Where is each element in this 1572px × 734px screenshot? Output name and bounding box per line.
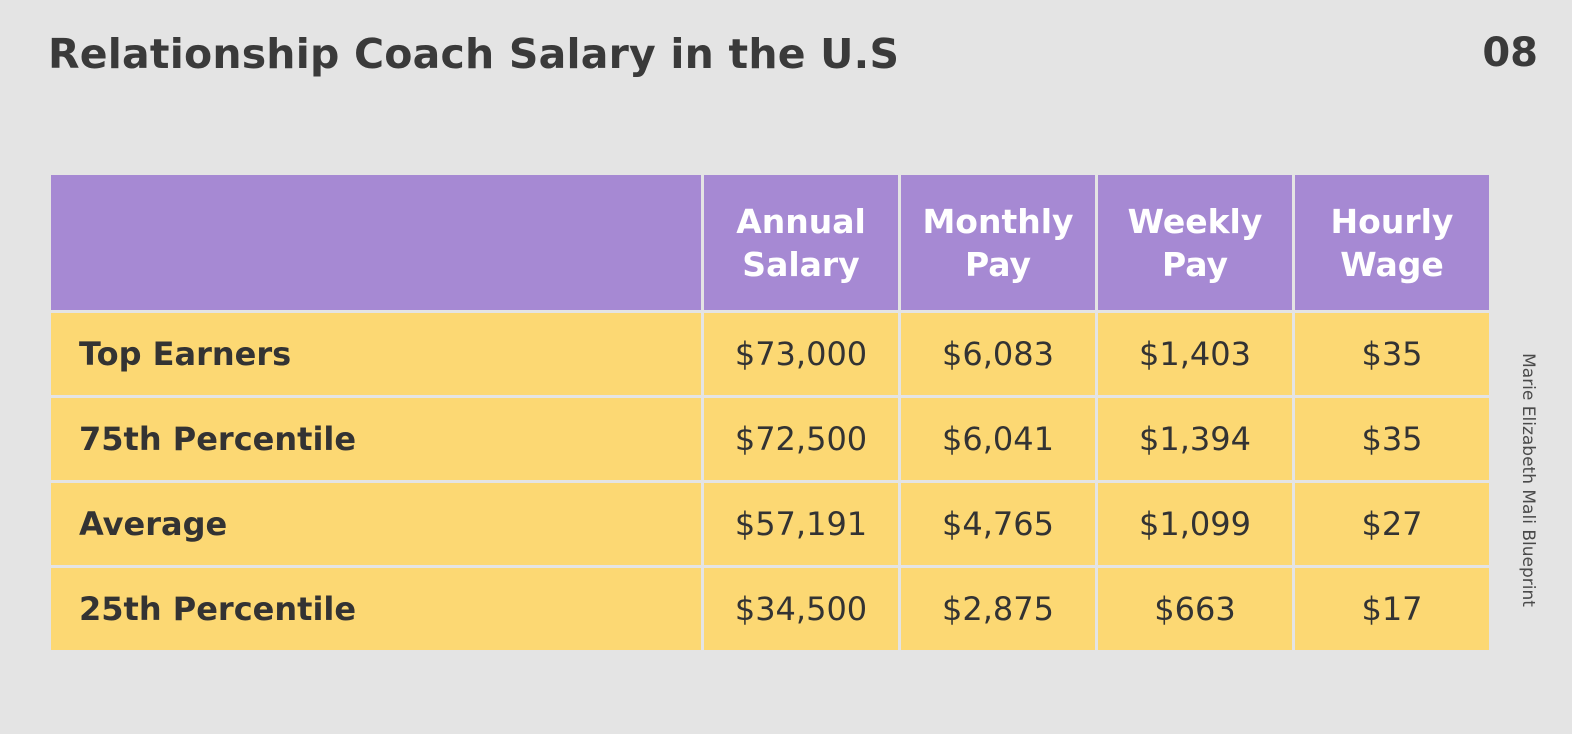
page-title: Relationship Coach Salary in the U.S [48,30,900,78]
salary-table: Annual Salary Monthly Pay Weekly Pay Hou… [48,172,1492,653]
header-monthly-pay: Monthly Pay [901,175,1095,310]
header-line: Pay [964,244,1032,284]
table-row: 75th Percentile $72,500 $6,041 $1,394 $3… [51,398,1489,480]
header-line: Wage [1340,244,1444,284]
cell-weekly-pay: $663 [1098,568,1292,650]
header-line: Pay [1161,244,1229,284]
header-line: Salary [742,244,860,284]
table-row: Average $57,191 $4,765 $1,099 $27 [51,483,1489,565]
cell-annual-salary: $72,500 [704,398,898,480]
cell-annual-salary: $34,500 [704,568,898,650]
header-line: Hourly [1330,201,1454,241]
cell-annual-salary: $73,000 [704,313,898,395]
table-row: Top Earners $73,000 $6,083 $1,403 $35 [51,313,1489,395]
row-label: Average [51,483,701,565]
cell-weekly-pay: $1,099 [1098,483,1292,565]
header-line: Weekly [1127,201,1263,241]
cell-weekly-pay: $1,403 [1098,313,1292,395]
row-label: 25th Percentile [51,568,701,650]
cell-monthly-pay: $6,083 [901,313,1095,395]
table-row: 25th Percentile $34,500 $2,875 $663 $17 [51,568,1489,650]
cell-monthly-pay: $6,041 [901,398,1095,480]
side-credit: Marie Elizabeth Mali Blueprint [1518,353,1538,607]
cell-monthly-pay: $4,765 [901,483,1095,565]
header-line: Monthly [922,201,1074,241]
header-hourly-wage: Hourly Wage [1295,175,1489,310]
cell-weekly-pay: $1,394 [1098,398,1292,480]
header-annual-salary: Annual Salary [704,175,898,310]
header-line: Annual [736,201,866,241]
row-label: Top Earners [51,313,701,395]
cell-annual-salary: $57,191 [704,483,898,565]
header-weekly-pay: Weekly Pay [1098,175,1292,310]
cell-hourly-wage: $17 [1295,568,1489,650]
row-label: 75th Percentile [51,398,701,480]
cell-hourly-wage: $35 [1295,398,1489,480]
cell-hourly-wage: $27 [1295,483,1489,565]
cell-hourly-wage: $35 [1295,313,1489,395]
table-header-row: Annual Salary Monthly Pay Weekly Pay Hou… [51,175,1489,310]
page-number: 08 [1482,30,1538,76]
cell-monthly-pay: $2,875 [901,568,1095,650]
header-corner [51,175,701,310]
